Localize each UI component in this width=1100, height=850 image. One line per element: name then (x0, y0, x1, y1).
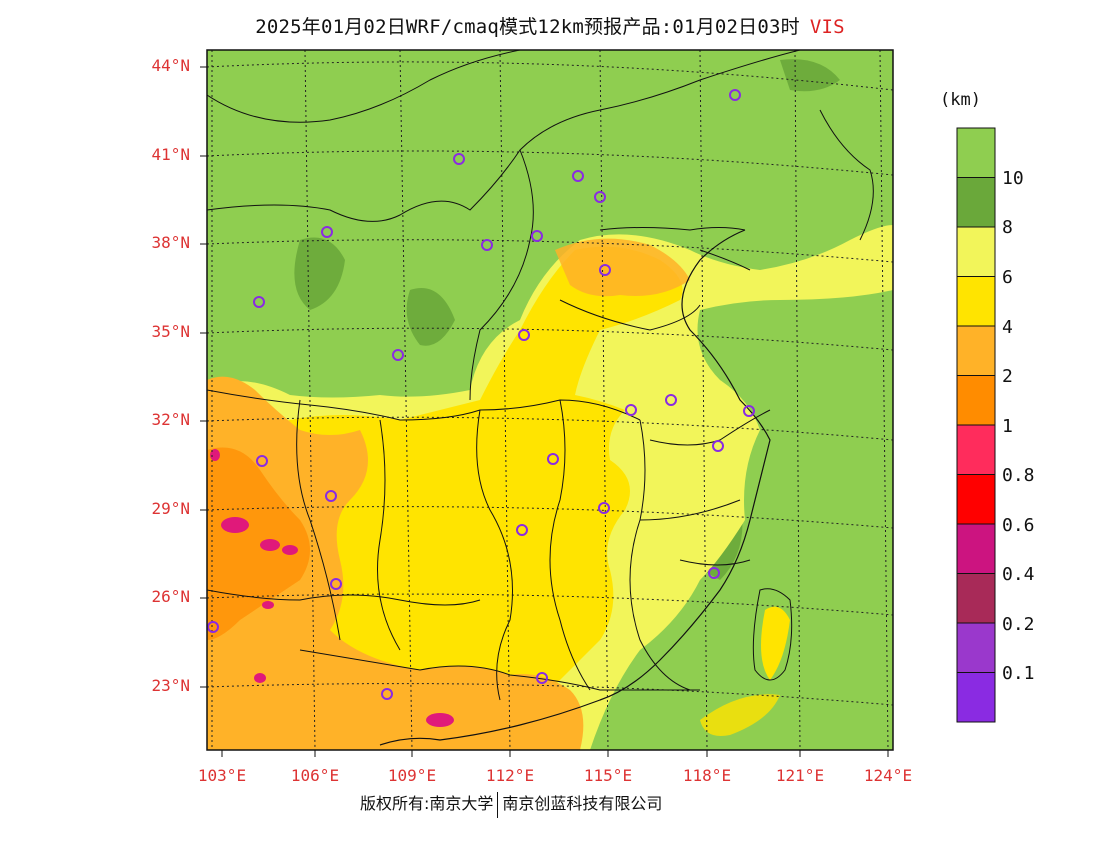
lon-label: 109°E (387, 766, 437, 785)
legend-label: 0.6 (1002, 515, 1035, 536)
legend-label: 0.1 (1002, 663, 1035, 684)
legend-label: 0.8 (1002, 465, 1035, 486)
circle-station-icon (253, 296, 265, 308)
haze-orange-sichuan (207, 447, 310, 640)
legend-color-bar (956, 127, 996, 723)
lat-label: 32°N (151, 410, 190, 429)
legend-swatch (956, 474, 996, 525)
circle-station-icon (625, 404, 637, 416)
legend-swatch (956, 276, 996, 327)
map-frame (206, 49, 894, 751)
legend-swatch (956, 375, 996, 426)
credit-left: 版权所有:南京大学 (360, 794, 494, 813)
circle-station-icon (381, 688, 393, 700)
haze-orange-north (555, 238, 690, 297)
legend-label: 4 (1002, 317, 1013, 338)
lon-label: 112°E (485, 766, 535, 785)
legend-swatch (956, 325, 996, 376)
lon-label: 124°E (863, 766, 913, 785)
lat-label: 38°N (151, 233, 190, 252)
circle-station-icon (572, 170, 584, 182)
legend-swatch (956, 672, 996, 723)
variable-name: VIS (809, 16, 845, 38)
legend-swatch (956, 127, 996, 178)
legend-label: 6 (1002, 267, 1013, 288)
lat-label: 41°N (151, 145, 190, 164)
circle-station-icon (729, 89, 741, 101)
legend-label: 8 (1002, 217, 1013, 238)
circle-station-icon (665, 394, 677, 406)
circle-station-icon (256, 455, 268, 467)
lon-label: 118°E (682, 766, 732, 785)
coastline (379, 229, 771, 746)
circle-station-icon (516, 524, 528, 536)
circle-station-icon (594, 191, 606, 203)
legend-swatch (956, 177, 996, 228)
legend-swatch (956, 622, 996, 673)
circle-station-icon (330, 578, 342, 590)
circle-station-icon (518, 329, 530, 341)
circle-station-icon (392, 349, 404, 361)
credit-right: 南京创蓝科技有限公司 (502, 794, 663, 813)
map-title: 2025年01月02日WRF/cmaq模式12km预报产品:01月02日03时 V… (0, 12, 1100, 39)
lon-label: 106°E (290, 766, 340, 785)
legend-label: 0.2 (1002, 614, 1035, 635)
circle-station-icon (325, 490, 337, 502)
map-canvas (207, 50, 893, 750)
circle-station-icon (536, 672, 548, 684)
circle-station-icon (712, 440, 724, 452)
low-visibility-spots (210, 449, 454, 727)
lat-label: 26°N (151, 587, 190, 606)
lat-label: 29°N (151, 499, 190, 518)
circle-station-icon (599, 264, 611, 276)
graticule (207, 50, 893, 750)
lat-label: 44°N (151, 56, 190, 75)
legend-label: 1 (1002, 416, 1013, 437)
taiwan-haze (761, 606, 790, 680)
legend-swatch (956, 424, 996, 475)
copyright-credit: 版权所有:南京大学 南京创蓝科技有限公司 (360, 790, 662, 818)
circle-station-icon (708, 567, 720, 579)
title-text: 2025年01月02日WRF/cmaq模式12km预报产品:01月02日03时 (255, 16, 800, 38)
legend-swatch (956, 573, 996, 624)
stations (207, 89, 755, 700)
circle-station-icon (481, 239, 493, 251)
haze-orange-west (207, 376, 584, 750)
sea-haze-south (700, 694, 780, 736)
lat-label: 35°N (151, 322, 190, 341)
lon-label: 121°E (775, 766, 825, 785)
legend-unit: (km) (940, 90, 981, 110)
lon-label: 115°E (583, 766, 633, 785)
circle-station-icon (547, 453, 559, 465)
lat-label: 23°N (151, 676, 190, 695)
circle-station-icon (531, 230, 543, 242)
circle-station-icon (207, 621, 219, 633)
legend-swatch (956, 523, 996, 574)
circle-station-icon (598, 502, 610, 514)
legend-swatch (956, 226, 996, 277)
credit-separator (497, 791, 499, 818)
legend-label: 10 (1002, 168, 1024, 189)
lon-label: 103°E (197, 766, 247, 785)
circle-station-icon (321, 226, 333, 238)
circle-station-icon (453, 153, 465, 165)
circle-station-icon (743, 405, 755, 417)
axis-ticks (200, 66, 889, 757)
province-boundaries (207, 50, 874, 701)
legend-label: 2 (1002, 366, 1013, 387)
legend-label: 0.4 (1002, 564, 1035, 585)
